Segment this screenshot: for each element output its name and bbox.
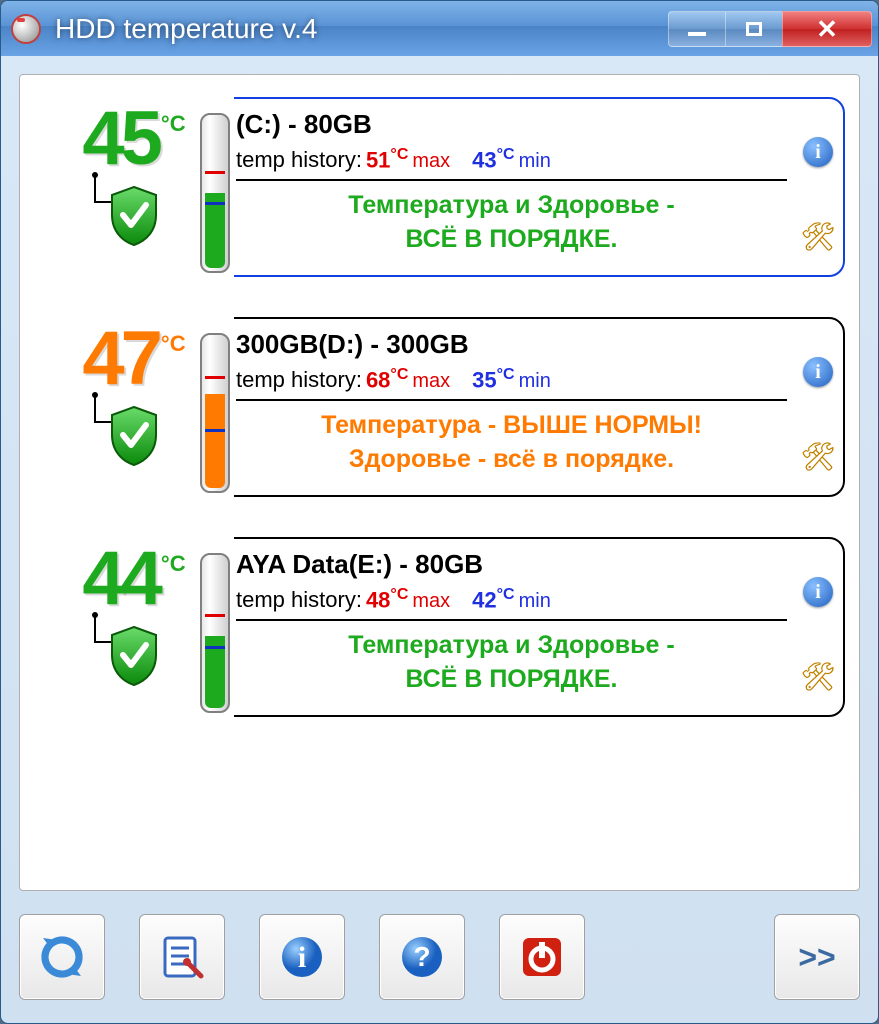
temp-history-row: temp history: 68°C max 35°C min [236,366,787,401]
shield-ok-icon [108,185,160,247]
drive-info-button[interactable]: i [801,135,835,169]
drive-card-d[interactable]: 47 °C 300GB(D:) - 300GB temp history: [34,317,845,497]
history-min-value: 43°C [472,146,514,173]
history-max-value: 48°C [366,586,408,613]
history-min-label: min [519,370,551,393]
thermometer-icon [200,113,230,273]
maximize-button[interactable] [725,11,783,47]
drive-card-c[interactable]: 45 °C (C:) - 80GB temp history: 51 [34,97,845,277]
options-button[interactable] [139,914,225,1000]
toolbar: i ? >> [19,909,860,1005]
window-controls: ✕ [668,11,872,47]
svg-text:i: i [298,941,306,974]
temp-history-row: temp history: 51°C max 43°C min [236,146,787,181]
drive-label: 300GB(D:) - 300GB [236,329,787,360]
titlebar[interactable]: HDD temperature v.4 ✕ [1,1,878,56]
temp-unit: °C [161,551,186,577]
temp-value: 45 [82,105,159,173]
history-prefix: temp history: [236,587,362,613]
close-button[interactable]: ✕ [782,11,872,47]
history-min-value: 35°C [472,366,514,393]
history-prefix: temp history: [236,147,362,173]
temp-unit: °C [161,111,186,137]
thermo-fill [205,394,225,488]
temp-value: 47 [82,325,159,393]
app-icon [11,14,41,44]
thermo-mark-min [205,429,225,432]
history-prefix: temp history: [236,367,362,393]
drive-card-e[interactable]: 44 °C AYA Data(E:) - 80GB temp history: [34,537,845,717]
drive-label: (C:) - 80GB [236,109,787,140]
refresh-button[interactable] [19,914,105,1000]
history-min-label: min [519,150,551,173]
svg-text:?: ? [413,941,430,972]
history-max-value: 51°C [366,146,408,173]
drive-tools-button[interactable]: 🛠 [801,659,835,693]
thermo-mark-max [205,171,225,174]
history-max-value: 68°C [366,366,408,393]
history-max-label: max [412,370,450,393]
status-message: Температура и Здоровье -ВСЁ В ПОРЯДКЕ. [236,189,787,257]
thermometer-icon [200,553,230,713]
history-min-value: 42°C [472,586,514,613]
drive-tools-button[interactable]: 🛠 [801,219,835,253]
thermo-mark-min [205,646,225,649]
history-max-label: max [412,590,450,613]
status-message: Температура - ВЫШЕ НОРМЫ!Здоровье - всё … [236,409,787,477]
drive-info-button[interactable]: i [801,355,835,389]
expand-button[interactable]: >> [774,914,860,1000]
thermo-mark-max [205,614,225,617]
app-window: HDD temperature v.4 ✕ 45 °C [0,0,879,1024]
status-message: Температура и Здоровье -ВСЁ В ПОРЯДКЕ. [236,629,787,697]
shield-ok-icon [108,625,160,687]
drive-label: AYA Data(E:) - 80GB [236,549,787,580]
drives-panel: 45 °C (C:) - 80GB temp history: 51 [19,74,860,891]
power-button[interactable] [499,914,585,1000]
window-title: HDD temperature v.4 [55,13,668,45]
thermo-mark-max [205,376,225,379]
temp-unit: °C [161,331,186,357]
history-min-label: min [519,590,551,613]
shield-ok-icon [108,405,160,467]
client-area: 45 °C (C:) - 80GB temp history: 51 [1,56,878,1023]
history-max-label: max [412,150,450,173]
info-button[interactable]: i [259,914,345,1000]
drive-tools-button[interactable]: 🛠 [801,439,835,473]
drive-info-button[interactable]: i [801,575,835,609]
minimize-button[interactable] [668,11,726,47]
thermometer-icon [200,333,230,493]
temp-history-row: temp history: 48°C max 42°C min [236,586,787,621]
help-button[interactable]: ? [379,914,465,1000]
thermo-mark-min [205,202,225,205]
expand-label: >> [798,939,835,976]
temp-value: 44 [82,545,159,613]
